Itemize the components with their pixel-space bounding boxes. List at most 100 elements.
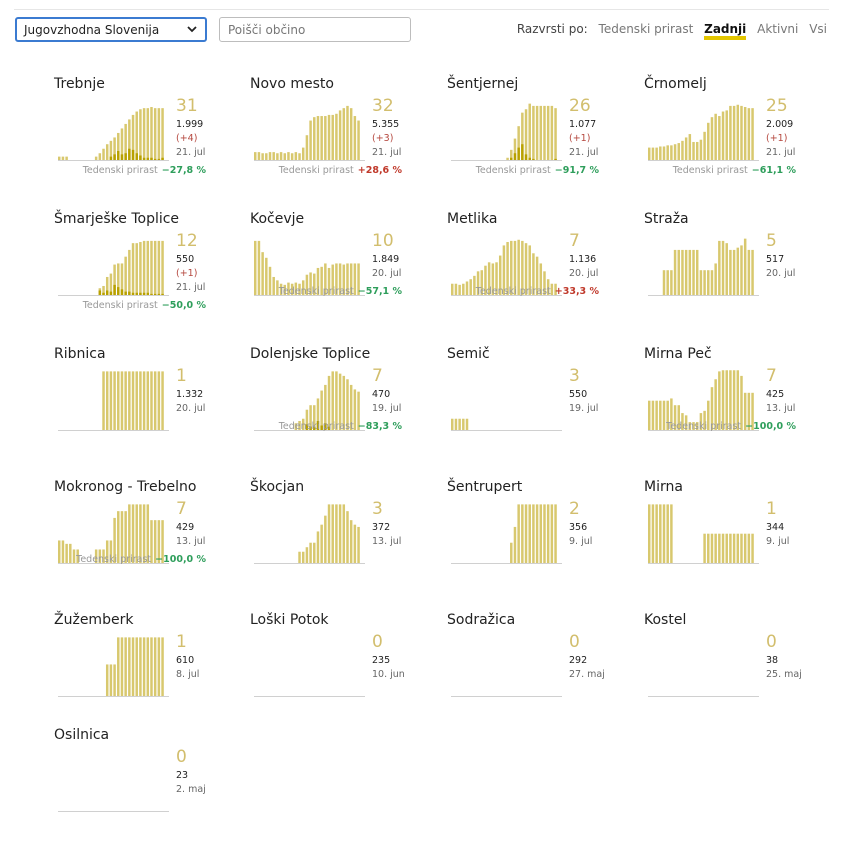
chart-bar (747, 108, 751, 160)
chart-bar (703, 533, 706, 563)
chart-bar (346, 263, 349, 295)
last-case-date: 9. jul (766, 536, 790, 547)
last-case-date: 21. jul (176, 147, 206, 158)
chart-bar (113, 264, 116, 295)
weekly-growth-value: −91,7 % (554, 165, 599, 176)
chart-bar (120, 511, 124, 563)
municipality-card[interactable]: Kostel 0 38 25. maj (644, 612, 824, 732)
chart-bar (718, 533, 721, 563)
chart-bar (655, 504, 658, 563)
sort-option-all[interactable]: Vsi (809, 22, 827, 36)
chart-bar (462, 418, 465, 430)
total-cases: 425 (766, 389, 785, 400)
total-cases: 292 (569, 655, 588, 666)
municipality-card[interactable]: Mirna 1 344 9. jul (644, 479, 824, 599)
municipality-card[interactable]: Osilnica 0 23 2. maj (54, 727, 234, 847)
municipality-card[interactable]: Šentjernej 26 1.077 (+1) 21. jul Tedenski pri… (447, 76, 627, 196)
chart-bar (684, 415, 688, 430)
active-cases: 0 (372, 632, 383, 652)
chart-bar (521, 240, 524, 295)
chart-bar (298, 420, 301, 430)
chart-bar (550, 105, 554, 160)
chart-bar-new (153, 158, 157, 160)
trend-chart (58, 107, 169, 161)
active-cases: 7 (766, 366, 777, 386)
chart-bar (146, 637, 150, 696)
chart-bar (327, 375, 331, 430)
municipality-card[interactable]: Kočevje 10 1.849 20. jul Tedenski prirast −57… (250, 211, 430, 331)
sort-option-weekly[interactable]: Tedenski prirast (598, 22, 694, 36)
chart-bar (135, 504, 138, 563)
municipality-card[interactable]: Ribnica 1 1.332 20. jul (54, 346, 234, 466)
chart-bar (157, 240, 161, 295)
region-select[interactable]: Jugovzhodna Slovenija (15, 17, 207, 42)
chart-bar (301, 147, 305, 160)
chart-bar (695, 141, 699, 160)
chart-bar (721, 111, 725, 160)
chart-bar (124, 637, 127, 696)
chart-bar (58, 156, 61, 160)
chart-bar (109, 273, 113, 295)
municipality-card[interactable]: Novo mesto 32 5.355 (+3) 21. jul Tedenski pri… (250, 76, 430, 196)
chart-bar (524, 243, 528, 295)
municipality-card[interactable]: Dolenjske Toplice 7 470 19. jul Tedenski pri… (250, 346, 430, 466)
region-select-value: Jugovzhodna Slovenija (24, 23, 160, 37)
last-case-date: 13. jul (372, 536, 402, 547)
chart-bar (532, 105, 535, 160)
chart-bar (283, 284, 287, 295)
chart-bar (98, 153, 102, 160)
chart-bar (473, 275, 476, 295)
chart-bar (729, 370, 732, 430)
municipality-card[interactable]: Žužemberk 1 610 8. jul (54, 612, 234, 732)
chart-bar (736, 370, 740, 430)
total-cases: 344 (766, 522, 785, 533)
chart-bar (294, 282, 298, 295)
sort-option-latest[interactable]: Zadnji (704, 23, 747, 40)
chart-bar (120, 128, 124, 160)
chart-bar (736, 104, 740, 160)
municipality-card[interactable]: Šentrupert 2 356 9. jul (447, 479, 627, 599)
last-case-date: 19. jul (569, 403, 599, 414)
chart-bar (150, 637, 153, 696)
last-case-date: 21. jul (176, 282, 206, 293)
chart-bar (105, 371, 109, 430)
chart-bar (305, 135, 309, 160)
chart-bar-new (521, 144, 524, 160)
chart-bar (139, 242, 142, 295)
chart-bar (301, 418, 305, 430)
chart-bar (301, 551, 305, 563)
municipality-card[interactable]: Trebnje 31 1.999 (+4) 21. jul Tedenski priras… (54, 76, 234, 196)
municipality-card[interactable]: Šmarješke Toplice 12 550 (+1) 21. jul Tedensk… (54, 211, 234, 331)
total-cases: 470 (372, 389, 391, 400)
municipality-card[interactable]: Loški Potok 0 235 10. jun (250, 612, 430, 732)
trend-chart (648, 696, 759, 697)
chart-bar (157, 108, 161, 160)
sort-option-active[interactable]: Aktivni (757, 22, 799, 36)
weekly-growth-value: −83,3 % (357, 421, 402, 432)
chart-bar (139, 637, 142, 696)
chart-bar (651, 504, 655, 563)
municipality-card[interactable]: Straža 5 517 20. jul (644, 211, 824, 331)
chart-bar (502, 245, 506, 295)
chart-bar (357, 263, 360, 295)
chart-bar (94, 156, 98, 160)
chart-bar (554, 283, 557, 295)
municipality-card[interactable]: Sodražica 0 292 27. maj (447, 612, 627, 732)
chart-bar (135, 637, 138, 696)
municipality-card[interactable]: Metlika 7 1.136 20. jul Tedenski prirast +33,… (447, 211, 627, 331)
municipality-card[interactable]: Mirna Peč 7 425 13. jul Tedenski prirast −100… (644, 346, 824, 466)
chart-bar (117, 371, 120, 430)
weekly-growth: Tedenski prirast −100,0 % (666, 421, 796, 432)
weekly-growth-label: Tedenski prirast (672, 165, 748, 176)
municipality-card[interactable]: Mokronog - Trebelno 7 429 13. jul Tedenski p… (54, 479, 234, 599)
chart-bar (732, 105, 736, 160)
municipality-name: Trebnje (54, 76, 105, 92)
search-input[interactable] (219, 17, 411, 42)
municipality-card[interactable]: Črnomelj 25 2.009 (+1) 21. jul Tedenski prira… (644, 76, 824, 196)
municipality-card[interactable]: Škocjan 3 372 13. jul (250, 479, 430, 599)
chart-bar-new (128, 148, 131, 160)
chart-bar (651, 147, 655, 160)
chart-bar (161, 371, 164, 430)
municipality-card[interactable]: Semič 3 550 19. jul (447, 346, 627, 466)
chart-bar (751, 108, 754, 160)
